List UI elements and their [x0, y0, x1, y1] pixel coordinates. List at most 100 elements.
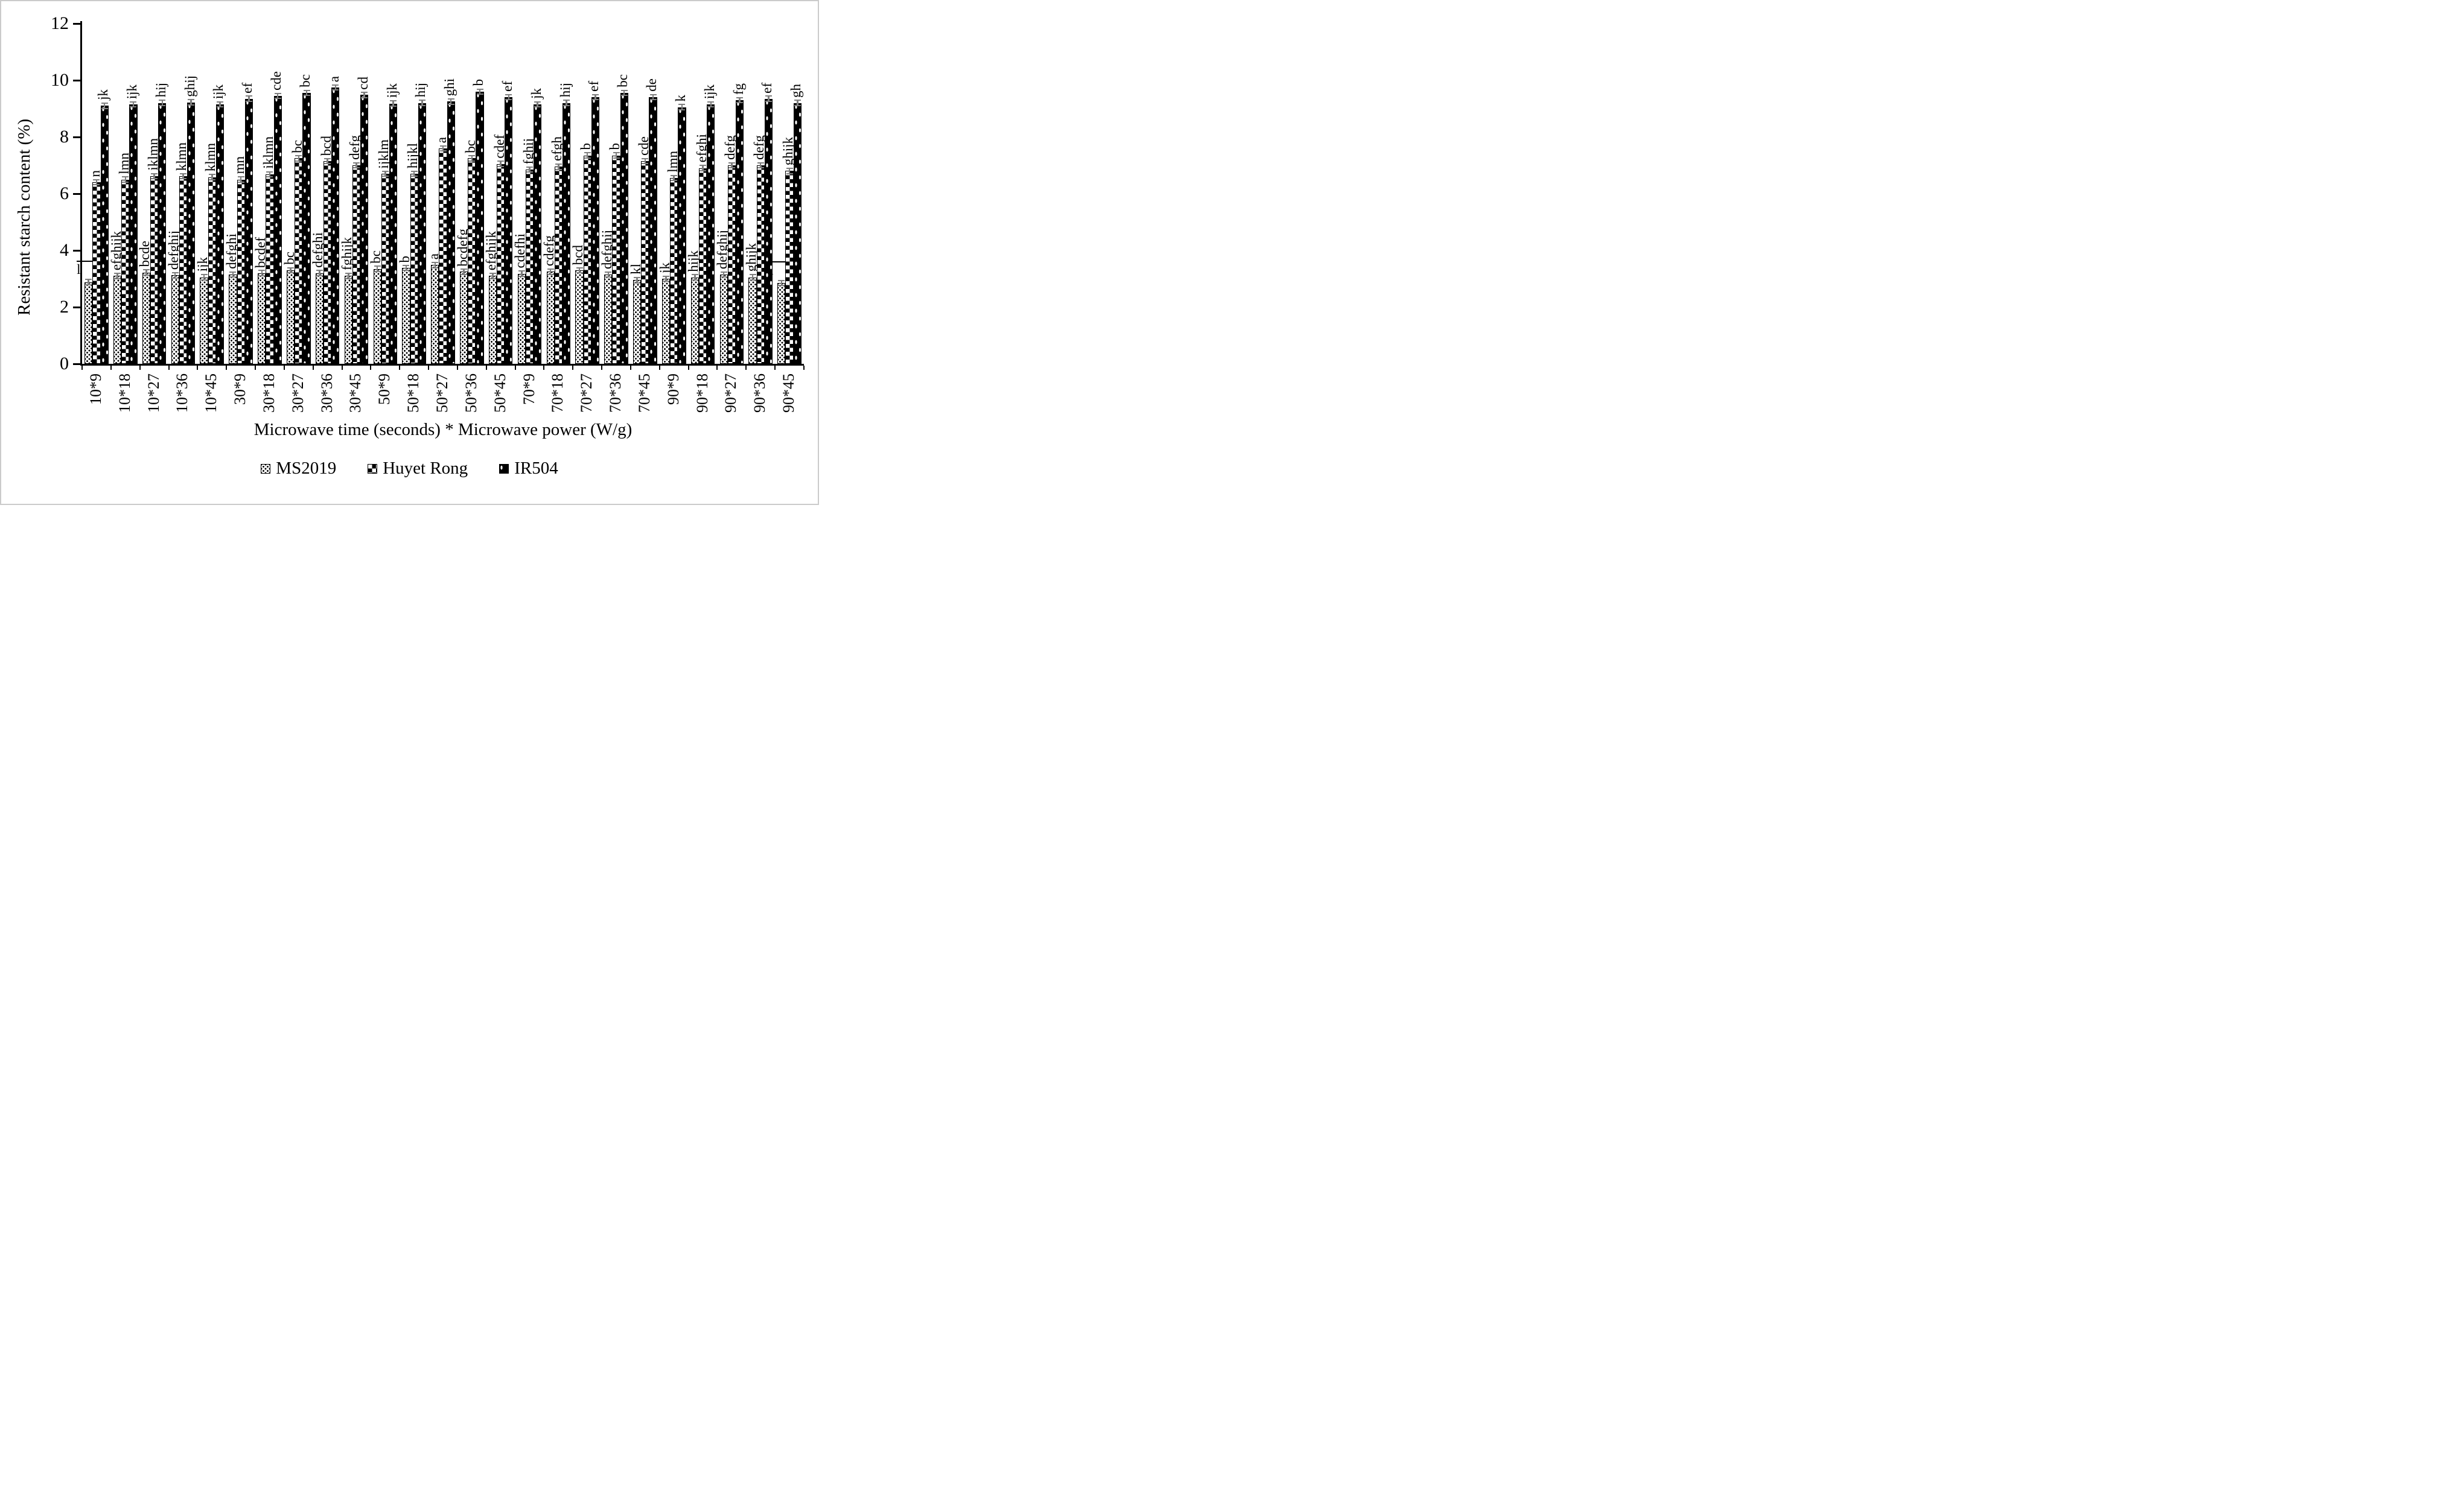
- sig-label: b: [471, 79, 486, 86]
- sig-label: l: [77, 261, 81, 277]
- x-category-label: 90*45: [780, 373, 798, 413]
- sig-label: ef: [240, 82, 255, 94]
- sig-label: bcdef: [252, 237, 268, 268]
- error-bar: [794, 100, 801, 106]
- legend-item-ms2019: MS2019: [261, 459, 336, 478]
- error-bar: [316, 270, 323, 276]
- bar-huyet-rong: [698, 168, 707, 364]
- legend: MS2019 Huyet Rong IR504: [1, 459, 818, 478]
- error-bar: [151, 173, 158, 180]
- error-bar: [237, 176, 244, 183]
- bar-huyet-rong: [525, 170, 534, 364]
- bar-huyet-rong: [92, 182, 101, 364]
- error-bar: [663, 275, 670, 282]
- legend-item-huyet-rong: Huyet Rong: [368, 459, 468, 478]
- bar-ir504: [360, 95, 369, 364]
- sig-label: lmn: [664, 151, 680, 173]
- sig-label-leader: l: [77, 260, 94, 277]
- bar-huyet-rong: [150, 176, 159, 364]
- error-bar: [613, 152, 620, 159]
- x-category-label: 50*45: [491, 373, 509, 413]
- y-tick-label: 6: [60, 183, 69, 203]
- sig-label: ghijk: [744, 243, 759, 272]
- sig-label: bcd: [570, 244, 585, 265]
- bar-ms2019: [229, 274, 237, 364]
- sig-label: cdefg: [541, 235, 557, 267]
- error-bar: [720, 271, 727, 278]
- error-bar: [374, 265, 381, 272]
- bar-ir504: [447, 101, 455, 364]
- sig-label: hijkl: [405, 142, 421, 169]
- x-tick: [341, 366, 343, 370]
- error-bar: [563, 100, 570, 106]
- error-bar: [620, 89, 628, 97]
- sig-label: iklmn: [145, 138, 161, 171]
- error-bar: [432, 262, 439, 268]
- bar-ms2019: [431, 265, 439, 364]
- x-category-label: 70*18: [549, 373, 567, 413]
- sig-label: fg: [730, 83, 746, 95]
- bar-ms2019: [142, 272, 150, 364]
- bar-ir504: [736, 100, 744, 364]
- sig-label: k: [672, 95, 688, 102]
- x-category-label: 10*18: [115, 373, 133, 413]
- bar-ir504: [302, 93, 311, 364]
- bar-ir504: [476, 91, 484, 364]
- error-bar: [642, 157, 649, 165]
- bar-ir504: [707, 104, 715, 364]
- error-bar: [461, 268, 468, 275]
- sig-label: bcde: [137, 241, 153, 267]
- error-bar: [476, 88, 483, 95]
- error-bar: [526, 166, 534, 173]
- bar-huyet-rong: [497, 164, 505, 364]
- sig-label: hij: [557, 83, 573, 98]
- x-tick: [399, 366, 401, 370]
- x-tick: [774, 366, 776, 370]
- sig-label: gh: [788, 83, 804, 98]
- sig-label: defg: [722, 135, 738, 160]
- bar-ms2019: [287, 270, 295, 364]
- x-category-label: 90*36: [751, 373, 769, 413]
- x-tick: [601, 366, 603, 370]
- x-category-label: 50*18: [404, 373, 422, 413]
- bar-huyet-rong: [641, 160, 649, 364]
- y-tick: [73, 22, 80, 25]
- x-category-label: 70*9: [520, 373, 538, 405]
- sig-label: efghijk: [108, 231, 124, 271]
- sig-label: ijk: [195, 257, 211, 272]
- sig-label: efgh: [549, 136, 565, 162]
- error-bar: [93, 179, 100, 186]
- sig-label: ghij: [182, 75, 197, 97]
- bar-ms2019: [258, 273, 266, 364]
- sig-label: ef: [499, 81, 515, 92]
- sig-label: klmn: [203, 143, 218, 172]
- sig-label: mn: [232, 156, 247, 174]
- x-tick: [803, 366, 805, 370]
- error-bar: [649, 94, 657, 101]
- error-bar: [534, 101, 541, 108]
- sig-label: cd: [355, 76, 371, 90]
- bar-huyet-rong: [612, 155, 620, 364]
- x-tick: [456, 366, 458, 370]
- error-bar: [130, 101, 137, 108]
- x-tick: [687, 366, 689, 370]
- error-bar: [274, 92, 281, 100]
- legend-item-ir504: IR504: [499, 459, 558, 478]
- error-bar: [765, 95, 772, 102]
- x-tick: [197, 366, 199, 370]
- sig-label: bc: [368, 250, 384, 264]
- error-bar: [691, 274, 698, 281]
- bar-ir504: [562, 103, 571, 364]
- sig-label: ijk: [384, 83, 400, 98]
- error-bar: [497, 160, 505, 167]
- sig-label: jk: [657, 262, 672, 273]
- x-axis-title: Microwave time (seconds) * Microwave pow…: [253, 420, 633, 439]
- x-tick: [543, 366, 545, 370]
- sig-label: ijk: [701, 84, 717, 99]
- error-bar: [403, 264, 410, 272]
- y-tick-label: 2: [60, 297, 69, 317]
- x-category-label: 90*27: [722, 373, 740, 413]
- bar-ir504: [215, 104, 225, 364]
- legend-label: IR504: [514, 459, 558, 478]
- sig-label: defg: [347, 135, 363, 160]
